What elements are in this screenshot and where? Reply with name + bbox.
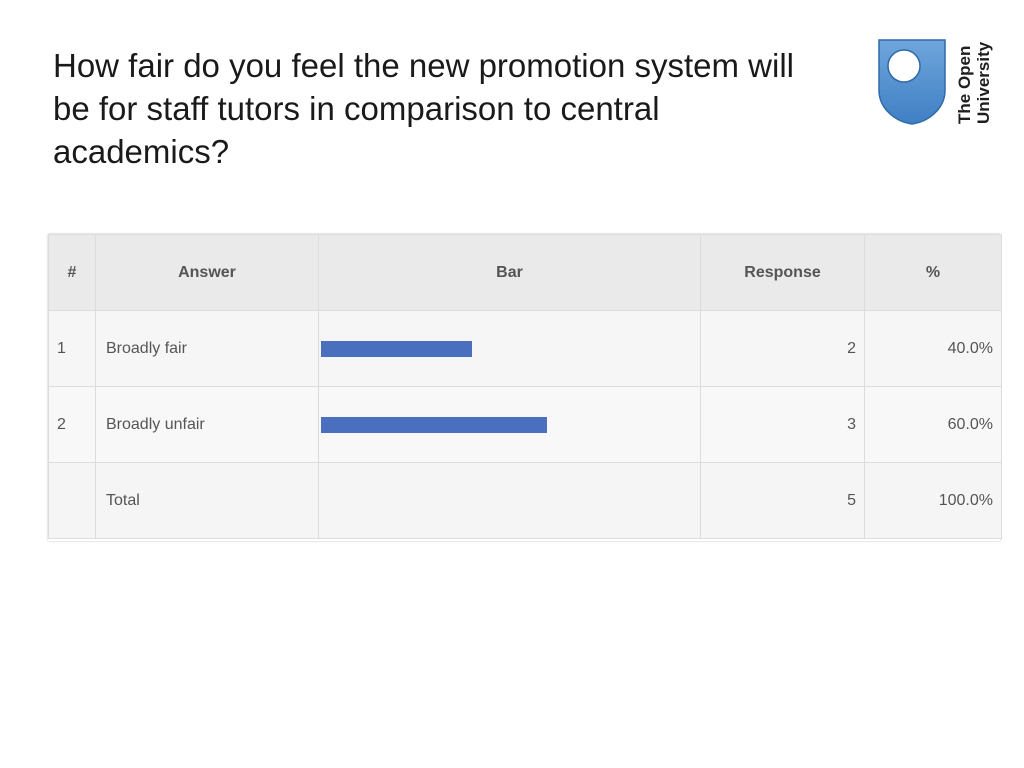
table-row: 1 Broadly fair 2 40.0% xyxy=(48,310,1002,387)
bar-broadly-unfair xyxy=(321,416,547,433)
total-bar-empty xyxy=(318,462,701,539)
slide-title: How fair do you feel the new promotion s… xyxy=(53,47,794,170)
logo-line-2: University xyxy=(974,41,993,124)
row-index: 2 xyxy=(48,386,96,463)
total-label: Total xyxy=(95,462,319,539)
row-index: 1 xyxy=(48,310,96,387)
row-response: 2 xyxy=(700,310,865,387)
total-percent: 100.0% xyxy=(864,462,1002,539)
header-response: Response xyxy=(700,234,865,311)
results-table: # Answer Bar Response % 1 Broadly fair xyxy=(48,234,1002,539)
table-row-total: Total 5 100.0% xyxy=(48,462,1002,539)
header-percent: % xyxy=(864,234,1002,311)
bar-chart-row xyxy=(321,340,472,357)
header-index: # xyxy=(48,234,96,311)
total-response: 5 xyxy=(700,462,865,539)
logo-line-1: The Open xyxy=(955,45,974,124)
header-answer: Answer xyxy=(95,234,319,311)
bar-broadly-fair xyxy=(321,340,472,357)
total-index-empty xyxy=(48,462,96,539)
row-answer: Broadly unfair xyxy=(95,386,319,463)
logo-wordmark: The Open University xyxy=(955,34,993,124)
row-percent: 40.0% xyxy=(864,310,1002,387)
results-table-container: # Answer Bar Response % 1 Broadly fair xyxy=(48,234,1002,541)
bar-cell xyxy=(318,386,701,463)
bar-chart-row xyxy=(321,416,547,433)
table-header-row: # Answer Bar Response % xyxy=(48,234,1002,311)
row-answer: Broadly fair xyxy=(95,310,319,387)
row-percent: 60.0% xyxy=(864,386,1002,463)
row-response: 3 xyxy=(700,386,865,463)
open-university-logo xyxy=(877,38,997,128)
table-row: 2 Broadly unfair 3 60.0% xyxy=(48,386,1002,463)
header-bar: Bar xyxy=(318,234,701,311)
bar-cell xyxy=(318,310,701,387)
shield-icon xyxy=(878,39,946,125)
